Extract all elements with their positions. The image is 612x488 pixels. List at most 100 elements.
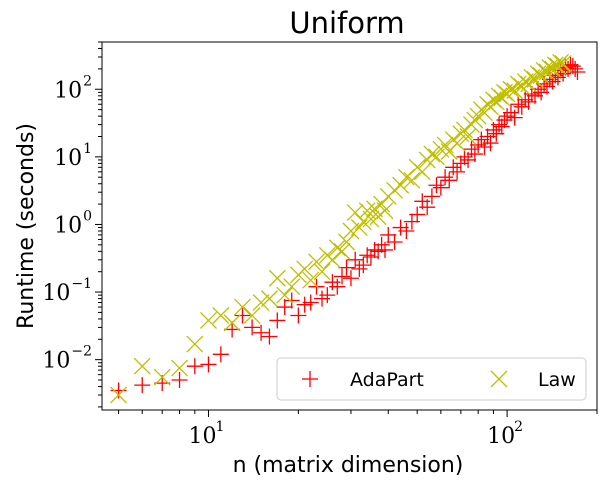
data-point <box>493 118 510 135</box>
data-point <box>234 298 251 316</box>
data-point <box>358 202 376 220</box>
data-point <box>200 312 217 329</box>
data-point <box>347 251 364 268</box>
data-point <box>510 96 527 113</box>
data-point <box>133 357 151 375</box>
data-point <box>313 263 331 281</box>
plot-area <box>110 53 586 404</box>
svg-text:2: 2 <box>514 419 523 435</box>
legend-label-law: Law <box>538 369 576 391</box>
data-point <box>338 233 356 251</box>
data-point <box>546 56 564 74</box>
data-point <box>506 109 523 126</box>
data-point <box>200 356 217 373</box>
data-point <box>456 148 473 165</box>
data-point <box>482 135 499 152</box>
data-point <box>253 324 270 341</box>
data-point <box>342 222 360 240</box>
data-point <box>569 63 586 80</box>
data-point <box>171 359 188 377</box>
y-tick-label: 210 <box>54 73 92 103</box>
data-point <box>487 93 505 111</box>
data-point <box>403 171 421 189</box>
data-point <box>549 57 567 75</box>
data-point <box>432 179 449 196</box>
data-point <box>386 234 403 251</box>
data-point <box>370 243 387 260</box>
data-point <box>224 321 241 338</box>
data-point <box>290 307 307 324</box>
data-point <box>466 146 483 163</box>
data-point <box>260 290 278 308</box>
data-point <box>398 223 415 240</box>
legend-marker-law <box>490 370 508 388</box>
data-point <box>473 131 490 148</box>
data-point <box>261 328 278 345</box>
data-point <box>445 159 462 176</box>
legend-label-adapart: AdaPart <box>350 369 424 391</box>
data-point <box>243 307 261 324</box>
data-point <box>351 260 368 277</box>
data-point <box>541 59 559 76</box>
data-point <box>427 148 445 166</box>
data-point <box>355 257 372 274</box>
data-point <box>268 269 286 287</box>
data-point <box>380 226 397 243</box>
data-point <box>308 253 325 271</box>
data-point <box>496 83 513 101</box>
data-point <box>223 314 241 332</box>
chart-title: Uniform <box>289 6 404 40</box>
x-tick-label: 10 1 <box>188 419 224 449</box>
x-tick-label: 10 2 <box>487 419 523 449</box>
data-point <box>413 163 431 181</box>
svg-text:−1: −1 <box>71 276 92 292</box>
y-tick-label: 010 <box>54 208 92 238</box>
svg-text:10: 10 <box>487 424 515 449</box>
data-point <box>302 271 320 289</box>
data-point <box>283 292 300 309</box>
plot-frame <box>101 41 598 411</box>
data-point <box>252 294 270 311</box>
data-point <box>269 312 286 329</box>
data-point <box>423 188 440 205</box>
data-point <box>544 60 562 78</box>
x-axis-label: n (matrix dimension) <box>233 453 464 478</box>
data-point <box>419 199 436 216</box>
data-point <box>110 386 128 404</box>
data-point <box>302 294 319 311</box>
data-point <box>552 53 570 71</box>
data-point <box>342 270 359 287</box>
svg-text:10: 10 <box>42 281 70 306</box>
data-point <box>452 155 469 172</box>
svg-text:−2: −2 <box>71 344 92 360</box>
data-point <box>276 299 293 316</box>
data-point <box>276 286 294 304</box>
data-point <box>428 177 445 194</box>
svg-text:10: 10 <box>54 146 82 171</box>
data-point <box>171 372 188 389</box>
legend-box <box>276 357 587 401</box>
data-point <box>329 278 346 295</box>
data-point <box>520 93 537 110</box>
data-point <box>448 134 466 152</box>
data-point <box>376 202 394 220</box>
series-law <box>110 53 572 404</box>
data-point <box>441 172 458 189</box>
data-point <box>376 241 393 258</box>
data-point <box>212 307 230 324</box>
y-tick-label: −210 <box>42 344 92 374</box>
data-point <box>397 168 415 186</box>
data-point <box>392 176 410 194</box>
svg-text:10: 10 <box>54 78 82 103</box>
data-point <box>333 242 351 260</box>
svg-text:1: 1 <box>215 419 224 435</box>
data-point <box>153 368 171 386</box>
data-point <box>186 358 203 375</box>
data-point <box>502 80 520 98</box>
data-point <box>567 60 584 77</box>
data-point <box>554 55 572 73</box>
legend: AdaPart Law <box>276 357 587 401</box>
data-point <box>463 116 480 134</box>
svg-text:2: 2 <box>83 73 92 89</box>
